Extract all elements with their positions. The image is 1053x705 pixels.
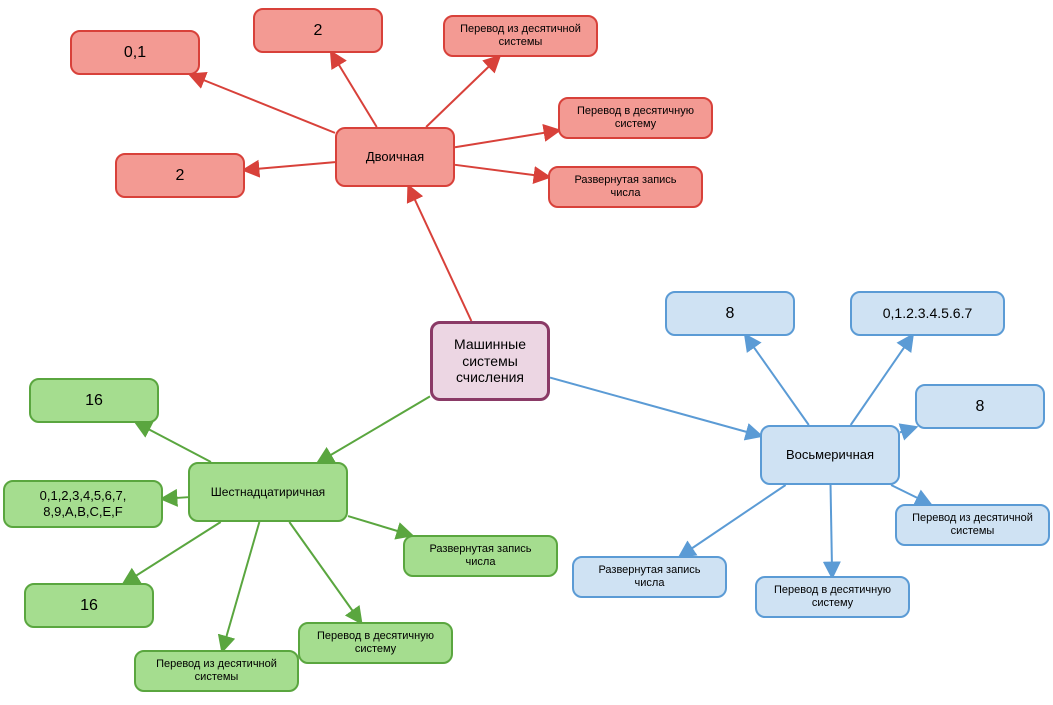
- edge: [289, 522, 360, 622]
- edge: [223, 522, 260, 650]
- edge: [891, 485, 930, 504]
- node-label: Перевод в десятичную систему: [765, 584, 900, 610]
- node-label: 8: [726, 304, 735, 323]
- node-label: 16: [85, 391, 103, 410]
- node-oct-hub: Восьмеричная: [760, 425, 900, 485]
- node-label: Перевод из десятичной системы: [144, 658, 289, 684]
- edge: [426, 57, 499, 127]
- node-hex-expanded: Развернутая запись числа: [403, 535, 558, 577]
- node-label: Машинные системы счисления: [441, 336, 539, 386]
- node-label: 2: [176, 166, 185, 185]
- node-label: 8: [976, 397, 985, 416]
- edge: [831, 485, 833, 576]
- edge: [332, 53, 377, 127]
- node-label: Перевод из десятичной системы: [453, 23, 588, 49]
- edge: [746, 336, 809, 425]
- node-label: 16: [80, 596, 98, 615]
- node-label: 0,1,2,3,4,5,6,7, 8,9,A,B,C,E,F: [40, 488, 127, 519]
- node-binary-to-dec: Перевод в десятичную систему: [558, 97, 713, 139]
- edge: [348, 516, 411, 535]
- node-label: Двоичная: [366, 149, 424, 165]
- node-root: Машинные системы счисления: [430, 321, 550, 401]
- edge: [900, 428, 915, 433]
- node-hex-to-dec: Перевод в десятичную систему: [298, 622, 453, 664]
- edge: [191, 75, 335, 133]
- edge: [163, 497, 188, 499]
- node-hex-16b: 16: [24, 583, 154, 628]
- edge: [137, 423, 211, 462]
- node-oct-to-dec: Перевод в десятичную систему: [755, 576, 910, 618]
- node-binary-expanded: Развернутая запись числа: [548, 166, 703, 208]
- node-label: Шестнадцатиричная: [211, 485, 325, 499]
- node-hex-16a: 16: [29, 378, 159, 423]
- node-label: Развернутая запись числа: [558, 174, 693, 200]
- node-label: Восьмеричная: [786, 447, 874, 463]
- node-oct-8b: 8: [915, 384, 1045, 429]
- edge: [455, 165, 548, 177]
- node-label: 0,1.2.3.4.5.6.7: [883, 305, 973, 322]
- node-binary-from-dec: Перевод из десятичной системы: [443, 15, 598, 57]
- node-hex-hub: Шестнадцатиричная: [188, 462, 348, 522]
- node-label: Развернутая запись числа: [582, 564, 717, 590]
- edge: [245, 162, 335, 170]
- node-oct-from-dec: Перевод из десятичной системы: [895, 504, 1050, 546]
- node-label: Перевод в десятичную систему: [568, 105, 703, 131]
- node-label: 2: [314, 21, 323, 40]
- node-hex-digits: 0,1,2,3,4,5,6,7, 8,9,A,B,C,E,F: [3, 480, 163, 528]
- node-binary-2b: 2: [115, 153, 245, 198]
- node-binary-01: 0,1: [70, 30, 200, 75]
- edge: [550, 378, 760, 436]
- edge: [409, 187, 471, 321]
- node-label: Перевод из десятичной системы: [905, 512, 1040, 538]
- edge: [124, 522, 220, 583]
- node-oct-expanded: Развернутая запись числа: [572, 556, 727, 598]
- edge: [851, 336, 912, 425]
- edge: [681, 485, 786, 556]
- node-label: Перевод в десятичную систему: [308, 630, 443, 656]
- node-binary-2a: 2: [253, 8, 383, 53]
- node-label: 0,1: [124, 43, 146, 62]
- node-oct-digits: 0,1.2.3.4.5.6.7: [850, 291, 1005, 336]
- node-hex-from-dec: Перевод из десятичной системы: [134, 650, 299, 692]
- edge: [455, 131, 558, 148]
- node-binary-hub: Двоичная: [335, 127, 455, 187]
- node-label: Развернутая запись числа: [413, 543, 548, 569]
- node-oct-8a: 8: [665, 291, 795, 336]
- edge: [319, 396, 430, 462]
